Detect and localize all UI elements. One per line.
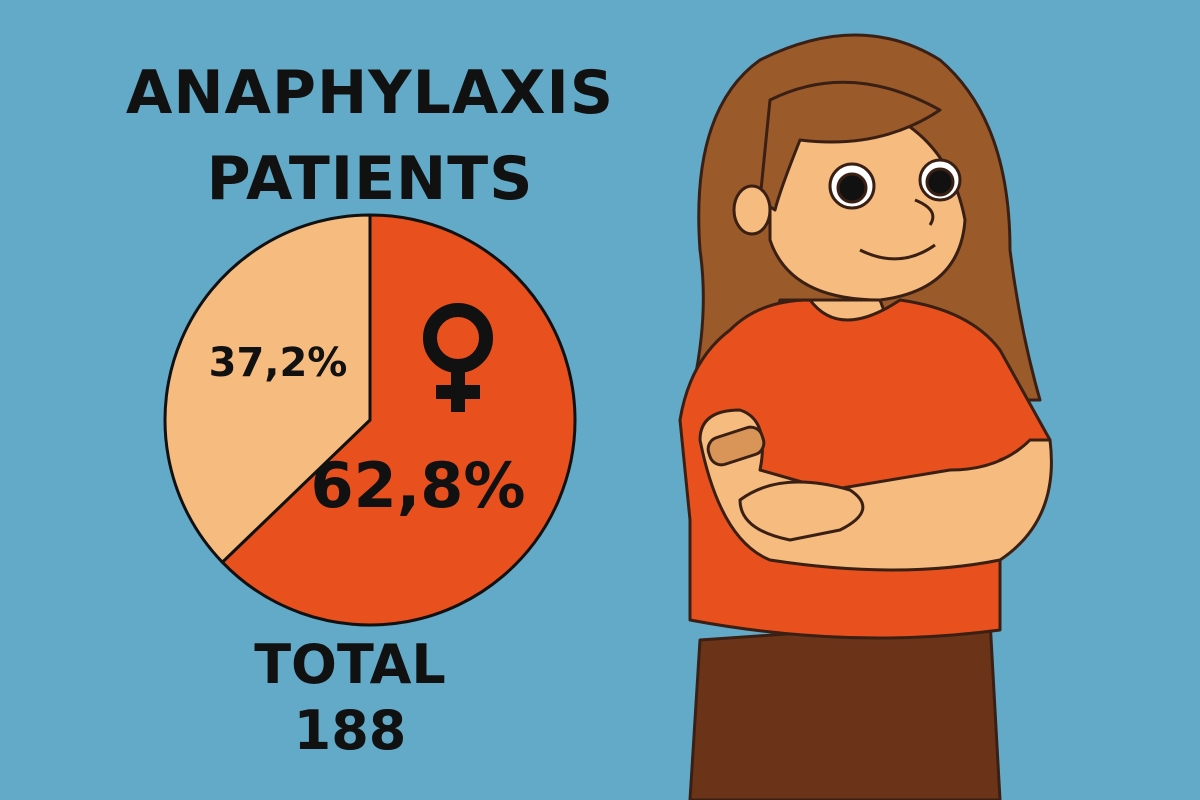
pie: 62,8% 37,2% (163, 213, 577, 627)
female-symbol (423, 303, 493, 412)
illustration (678, 33, 1053, 800)
slice-label: 37,2% (209, 340, 348, 386)
total-value: 188 (293, 699, 407, 762)
total-block: TOTAL 188 (230, 632, 470, 764)
pie-slice (163, 213, 372, 565)
total-label: TOTAL (254, 633, 446, 696)
pie-slice (220, 213, 577, 627)
chart-title: ANAPHYLAXIS PATIENTS (125, 58, 615, 214)
slice-label: 62,8% (310, 449, 525, 522)
